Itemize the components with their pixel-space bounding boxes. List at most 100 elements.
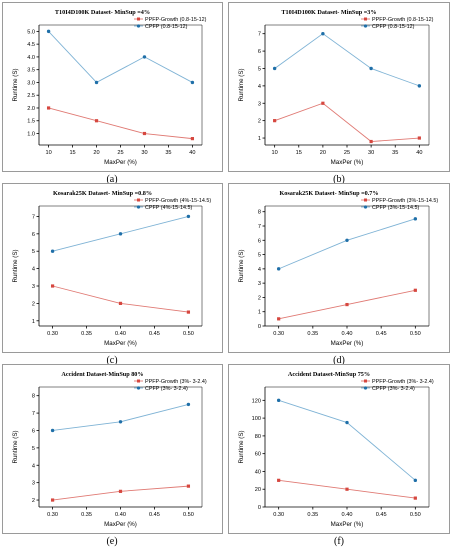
y-tick-label: 3.0 bbox=[27, 80, 35, 86]
y-tick-label: 4 bbox=[32, 267, 35, 273]
y-tick-label: 3.5 bbox=[27, 68, 35, 74]
chart-panel-d: Kosarak25K Dataset- MinSup =0.7% 0 1 2 3 4 5 6 7… bbox=[228, 183, 450, 353]
legend-marker-ppfp bbox=[137, 198, 140, 202]
x-tick-label: 20 bbox=[93, 150, 99, 156]
y-tick-label: 5 bbox=[32, 446, 35, 452]
data-point-ppfp bbox=[273, 119, 277, 123]
chart-panel-a: T10I4D100K Dataset- MinSup =4% 1.0 1.5 2.0 2… bbox=[2, 2, 223, 172]
sublabel-b: (b) bbox=[333, 174, 345, 185]
x-tick-label: 0.30 bbox=[273, 331, 284, 337]
data-point-cpfp bbox=[276, 267, 281, 271]
data-point-ppfp bbox=[46, 106, 51, 110]
data-point-cpfp bbox=[186, 214, 191, 219]
legend-label: PPFP-Growth (4%-15-14.5) bbox=[145, 198, 211, 204]
chart-title: T10I4D100K Dataset- MinSup =3% bbox=[281, 9, 376, 16]
data-point-ppfp bbox=[345, 487, 349, 491]
data-point-ppfp bbox=[277, 317, 281, 321]
chart-svg-c: Kosarak25K Dataset- MinSup =0.8% 1 2 3 4 5 6 7 0… bbox=[12, 190, 211, 347]
y-tick-label: 7 bbox=[258, 224, 261, 230]
chart-svg-a: T10I4D100K Dataset- MinSup =4% 1.0 1.5 2.0 2… bbox=[12, 9, 207, 166]
data-point-ppfp bbox=[369, 139, 373, 144]
legend-marker-cpfp bbox=[363, 386, 368, 390]
data-point-cpfp bbox=[413, 478, 418, 483]
x-axis-label: MaxPer (%) bbox=[104, 159, 137, 166]
x-tick-label: 35 bbox=[165, 150, 171, 156]
legend-marker-cpfp bbox=[363, 205, 368, 209]
data-point-cpfp bbox=[417, 84, 422, 88]
y-tick-label: 2 bbox=[32, 301, 35, 307]
y-tick-label: 4 bbox=[258, 84, 261, 90]
data-point-ppfp bbox=[118, 301, 123, 305]
y-tick-label: 0 bbox=[258, 324, 261, 330]
y-axis-label: Runtime (S) bbox=[238, 249, 245, 282]
legend-label: PPFP-Growth (0.8-15-12) bbox=[145, 17, 207, 23]
legend-label: CPFP (3%- 3-2.4) bbox=[145, 386, 188, 392]
data-point-ppfp bbox=[186, 310, 191, 314]
y-axis-label: Runtime (S) bbox=[238, 430, 245, 463]
series-line-ppfp bbox=[52, 485, 189, 501]
x-tick-label: 0.40 bbox=[342, 512, 353, 518]
legend-label: CPFP (4%-15-14.5) bbox=[145, 205, 192, 211]
y-tick-label: 80 bbox=[255, 434, 261, 440]
y-axis-label: Runtime (S) bbox=[12, 68, 19, 101]
sublabel-f: (f) bbox=[334, 536, 344, 547]
data-point-ppfp bbox=[190, 137, 195, 141]
data-point-ppfp bbox=[142, 131, 147, 136]
x-tick-label: 0.40 bbox=[115, 331, 126, 337]
x-tick-label: 0.30 bbox=[273, 512, 284, 518]
chart-title: T10I4D100K Dataset- MinSup =4% bbox=[55, 9, 150, 16]
y-tick-label: 7 bbox=[258, 32, 261, 38]
x-tick-label: 0.35 bbox=[81, 331, 92, 337]
data-point-ppfp bbox=[321, 101, 325, 105]
y-tick-label: 5 bbox=[32, 249, 35, 255]
data-point-ppfp bbox=[417, 136, 421, 140]
x-tick-label: 25 bbox=[344, 150, 350, 156]
y-tick-label: 1 bbox=[258, 136, 261, 142]
data-point-cpfp bbox=[186, 402, 191, 407]
x-tick-label: 10 bbox=[45, 150, 51, 156]
data-point-ppfp bbox=[94, 119, 99, 123]
x-tick-label: 20 bbox=[320, 150, 326, 156]
y-tick-label: 4 bbox=[32, 463, 35, 469]
y-tick-label: 4.0 bbox=[27, 55, 35, 61]
series-line-ppfp bbox=[274, 102, 420, 142]
y-tick-label: 1.5 bbox=[27, 119, 35, 125]
y-tick-label: 7 bbox=[32, 214, 35, 220]
y-tick-label: 6 bbox=[32, 428, 35, 434]
y-tick-label: 3 bbox=[32, 481, 35, 487]
series-line-cpfp bbox=[278, 218, 416, 270]
x-axis-label: MaxPer (%) bbox=[331, 521, 364, 528]
chart-panel-f: Accident Dataset-MinSup 75% 0 20 40 60 80 100 1… bbox=[228, 364, 450, 534]
x-tick-label: 0.50 bbox=[410, 331, 421, 337]
y-tick-label: 8 bbox=[258, 210, 261, 216]
series-line-cpfp bbox=[274, 33, 420, 87]
y-tick-label: 40 bbox=[255, 469, 261, 475]
y-tick-label: 3 bbox=[32, 284, 35, 290]
data-point-cpfp bbox=[413, 217, 418, 221]
x-tick-label: 0.45 bbox=[376, 512, 387, 518]
legend-marker-ppfp bbox=[137, 379, 140, 383]
legend-label: PPFP-Growth (3%-15-14.5) bbox=[372, 198, 438, 204]
data-point-cpfp bbox=[50, 249, 55, 253]
legend-marker-cpfp bbox=[363, 24, 368, 28]
x-tick-label: 25 bbox=[117, 150, 123, 156]
y-tick-label: 120 bbox=[252, 398, 261, 404]
data-point-cpfp bbox=[94, 80, 99, 85]
chart-title: Accident Dataset-MinSup 80% bbox=[61, 371, 143, 378]
series-line-cpfp bbox=[278, 399, 416, 481]
data-point-ppfp bbox=[413, 496, 417, 500]
x-tick-label: 15 bbox=[296, 150, 302, 156]
x-tick-label: 0.50 bbox=[183, 331, 194, 337]
series-line-cpfp bbox=[48, 31, 193, 84]
x-tick-label: 0.40 bbox=[342, 331, 353, 337]
chart-svg-e: Accident Dataset-MinSup 80% 2 3 4 5 6 7 8 0.30 0.… bbox=[12, 371, 207, 528]
data-point-cpfp bbox=[46, 29, 51, 34]
y-tick-label: 2 bbox=[258, 119, 261, 125]
data-point-cpfp bbox=[369, 66, 373, 71]
legend-label: PPFP-Growth (0.8-15-12) bbox=[372, 17, 434, 23]
y-axis-label: Runtime (S) bbox=[12, 249, 19, 282]
legend-marker-cpfp bbox=[136, 386, 141, 390]
y-tick-label: 6 bbox=[258, 49, 261, 55]
y-tick-label: 0 bbox=[258, 505, 261, 511]
chart-svg-f: Accident Dataset-MinSup 75% 0 20 40 60 80 100 1… bbox=[238, 371, 434, 528]
